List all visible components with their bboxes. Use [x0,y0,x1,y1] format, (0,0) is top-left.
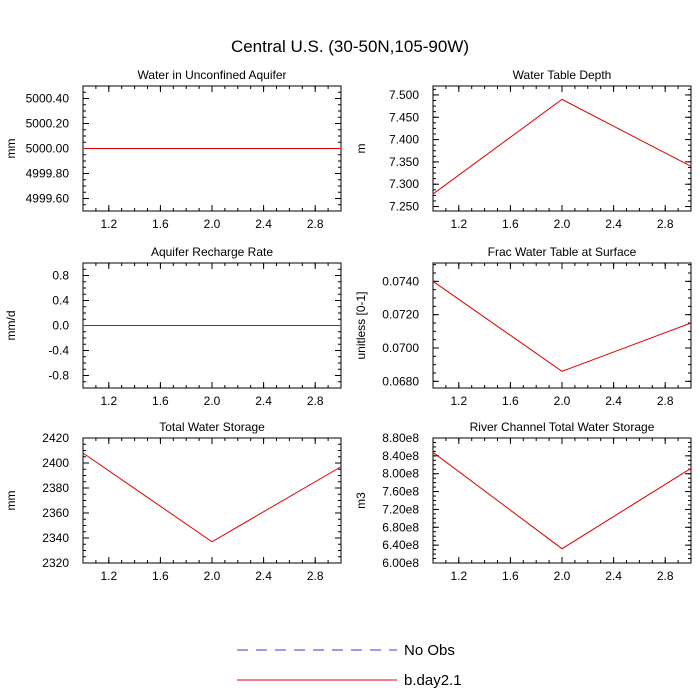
y-tick-label: 7.300 [389,177,419,191]
panel-frame [432,437,692,564]
x-tick-label: 1.6 [152,217,169,231]
y-tick-label: 2360 [42,506,69,520]
x-tick-label: 1.2 [450,394,467,408]
y-tick-label: 8.80e8 [382,431,419,445]
y-tick-label: 6.80e8 [382,520,419,534]
y-tick-label: 0.0700 [382,341,419,355]
x-tick-label: 1.6 [502,394,519,408]
y-axis-label: mm/d [4,311,18,341]
panels: Water in Unconfined Aquifer mm 1.2 1.6 2.0 2.… [4,68,692,583]
x-tick-label: 1.2 [100,394,117,408]
series-line-b-day2-1 [432,280,692,372]
x-tick-label: 1.2 [100,569,117,583]
panel-title: River Channel Total Water Storage [470,420,655,434]
series-line-b-day2-1 [432,451,692,550]
panel-title: Water in Unconfined Aquifer [138,68,287,82]
x-tick-label: 2.8 [307,394,324,408]
series-line-b-day2-1 [432,98,692,195]
x-tick-label: 1.2 [450,569,467,583]
panel-title: Frac Water Table at Surface [488,245,637,259]
x-tick-label: 1.6 [152,394,169,408]
x-tick-label: 2.8 [307,217,324,231]
x-tick-label: 2.0 [554,394,571,408]
y-tick-label: 7.450 [389,110,419,124]
x-tick-label: 2.4 [255,217,272,231]
y-tick-label: 2380 [42,481,69,495]
y-tick-label: 6.00e8 [382,556,419,570]
x-tick-label: 2.4 [605,394,622,408]
panel-3: Aquifer Recharge Rate mm/d 1.2 1.6 2.0 2.4 2.8… [4,245,342,408]
panel-4: Frac Water Table at Surface unitless [0-1… [354,245,692,408]
y-tick-label: 7.250 [389,200,419,214]
panel-2: Water Table Depth m 1.2 1.6 2.0 2.4 2.8 7.250 7.… [354,68,692,231]
x-tick-label: 2.8 [657,394,674,408]
y-tick-label: 0.4 [52,294,69,308]
x-tick-label: 2.0 [554,217,571,231]
y-tick-label: 8.00e8 [382,467,419,481]
x-tick-label: 2.4 [605,217,622,231]
y-tick-label: 2420 [42,431,69,445]
y-tick-label: 4999.80 [26,167,70,181]
y-tick-label: -0.4 [48,344,69,358]
y-tick-label: 5000.20 [26,117,70,131]
y-tick-label: 4999.60 [26,192,70,206]
x-tick-label: 2.8 [657,569,674,583]
y-axis-label: unitless [0-1] [354,291,368,359]
y-tick-label: 5000.40 [26,92,70,106]
panel-6: River Channel Total Water Storage m3 1.2 1.… [354,420,692,583]
x-tick-label: 2.0 [204,569,221,583]
y-tick-label: 8.40e8 [382,449,419,463]
y-axis-label: m [354,144,368,154]
x-tick-label: 2.4 [605,569,622,583]
x-tick-label: 2.8 [307,569,324,583]
y-tick-label: 7.500 [389,88,419,102]
y-tick-label: 2340 [42,531,69,545]
y-tick-label: 2320 [42,556,69,570]
x-tick-label: 2.4 [255,569,272,583]
x-tick-label: 1.6 [152,569,169,583]
x-tick-label: 1.6 [502,569,519,583]
y-axis-label: m3 [354,492,368,509]
x-tick-label: 1.6 [502,217,519,231]
y-axis-label: mm [4,139,18,159]
x-tick-label: 2.0 [554,569,571,583]
y-tick-label: 5000.00 [26,142,70,156]
legend-label-b-day2-1: b.day2.1 [404,672,462,689]
y-tick-label: -0.8 [48,369,69,383]
x-tick-label: 1.2 [450,217,467,231]
x-tick-label: 2.4 [255,394,272,408]
x-tick-label: 2.0 [204,394,221,408]
panel-1: Water in Unconfined Aquifer mm 1.2 1.6 2.0 2.… [4,68,342,231]
panel-frame [432,262,692,389]
y-tick-label: 7.400 [389,133,419,147]
panel-5: Total Water Storage mm 1.2 1.6 2.0 2.4 2.8 2320… [4,420,342,583]
y-tick-label: 7.20e8 [382,502,419,516]
panel-frame [432,85,692,212]
y-tick-label: 7.60e8 [382,485,419,499]
figure-title: Central U.S. (30-50N,105-90W) [231,37,469,56]
y-tick-label: 7.350 [389,155,419,169]
panel-title: Total Water Storage [159,420,265,434]
y-tick-label: 0.0720 [382,308,419,322]
legend: No Obs b.day2.1 [237,642,462,689]
series-line-b-day2-1 [82,452,342,543]
y-tick-label: 0.0 [52,319,69,333]
y-tick-label: 2400 [42,456,69,470]
y-tick-label: 0.0740 [382,274,419,288]
panel-title: Water Table Depth [513,68,612,82]
y-tick-label: 0.8 [52,269,69,283]
y-tick-label: 6.40e8 [382,538,419,552]
y-tick-label: 0.0680 [382,374,419,388]
x-tick-label: 2.8 [657,217,674,231]
x-tick-label: 1.2 [100,217,117,231]
x-tick-label: 2.0 [204,217,221,231]
legend-label-no-obs: No Obs [404,642,455,659]
panel-title: Aquifer Recharge Rate [151,245,273,259]
panel-frame [82,437,342,564]
y-axis-label: mm [4,491,18,511]
